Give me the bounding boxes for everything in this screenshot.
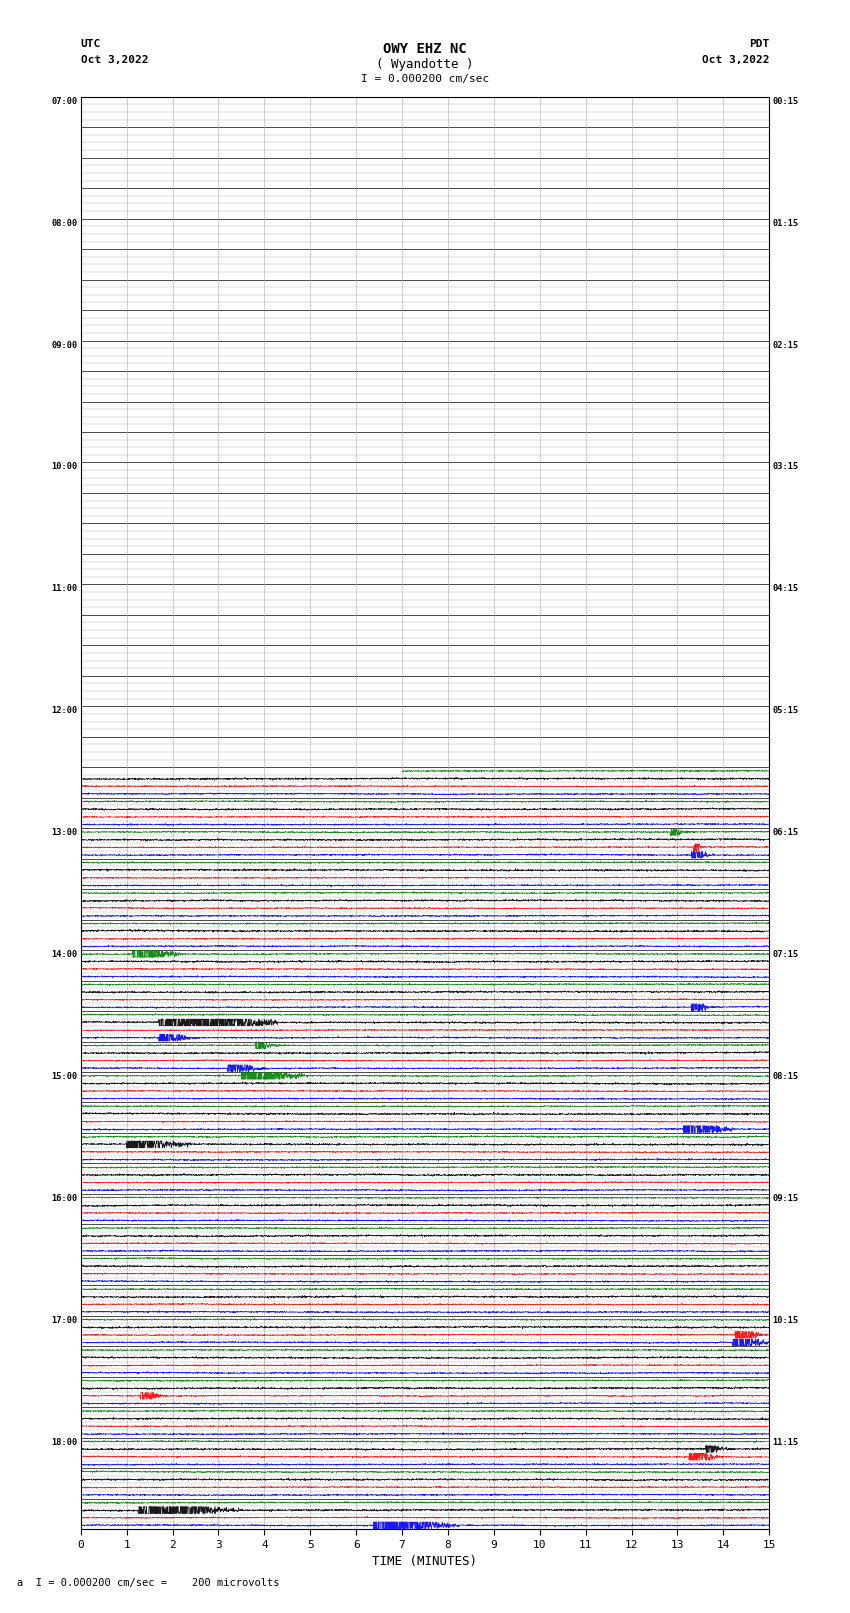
Text: 04:15: 04:15 — [772, 584, 798, 594]
Text: 00:15: 00:15 — [772, 97, 798, 106]
Text: ( Wyandotte ): ( Wyandotte ) — [377, 58, 473, 71]
Text: PDT: PDT — [749, 39, 769, 48]
Text: 13:00: 13:00 — [52, 827, 78, 837]
Text: 09:15: 09:15 — [772, 1194, 798, 1203]
Text: 16:00: 16:00 — [52, 1194, 78, 1203]
Text: 15:00: 15:00 — [52, 1073, 78, 1081]
Text: 09:00: 09:00 — [52, 340, 78, 350]
Text: I = 0.000200 cm/sec: I = 0.000200 cm/sec — [361, 74, 489, 84]
Text: OWY EHZ NC: OWY EHZ NC — [383, 42, 467, 56]
Text: 02:15: 02:15 — [772, 340, 798, 350]
Text: 07:15: 07:15 — [772, 950, 798, 960]
Text: 17:00: 17:00 — [52, 1316, 78, 1324]
Text: 10:15: 10:15 — [772, 1316, 798, 1324]
X-axis label: TIME (MINUTES): TIME (MINUTES) — [372, 1555, 478, 1568]
Text: 05:15: 05:15 — [772, 706, 798, 715]
Text: 14:00: 14:00 — [52, 950, 78, 960]
Text: 03:15: 03:15 — [772, 463, 798, 471]
Text: 08:00: 08:00 — [52, 219, 78, 227]
Text: 11:00: 11:00 — [52, 584, 78, 594]
Text: 06:15: 06:15 — [772, 827, 798, 837]
Text: 11:15: 11:15 — [772, 1437, 798, 1447]
Text: a  I = 0.000200 cm/sec =    200 microvolts: a I = 0.000200 cm/sec = 200 microvolts — [17, 1578, 280, 1587]
Text: 01:15: 01:15 — [772, 219, 798, 227]
Text: 10:00: 10:00 — [52, 463, 78, 471]
Text: 08:15: 08:15 — [772, 1073, 798, 1081]
Text: 12:00: 12:00 — [52, 706, 78, 715]
Text: Oct 3,2022: Oct 3,2022 — [702, 55, 769, 65]
Text: UTC: UTC — [81, 39, 101, 48]
Text: Oct 3,2022: Oct 3,2022 — [81, 55, 148, 65]
Text: 18:00: 18:00 — [52, 1437, 78, 1447]
Text: 07:00: 07:00 — [52, 97, 78, 106]
